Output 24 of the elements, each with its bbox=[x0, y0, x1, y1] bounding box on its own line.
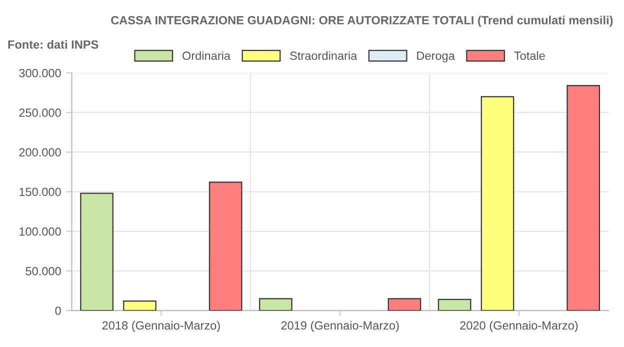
y-tick-label: 0 bbox=[55, 306, 61, 315]
legend-label: Totale bbox=[514, 51, 545, 60]
x-tick-label: 2020 (Gennaio-Marzo) bbox=[460, 320, 578, 332]
legend-label: Straordinaria bbox=[290, 51, 358, 60]
chart-title: CASSA INTEGRAZIONE GUADAGNI: ORE AUTORIZZATE TOTALI (Trend cumulati mensili) bbox=[111, 16, 613, 27]
bar bbox=[566, 84, 600, 311]
bar bbox=[480, 96, 514, 311]
y-tick-label: 200.000 bbox=[19, 148, 61, 156]
bar bbox=[80, 192, 114, 311]
y-tick-label: 300.000 bbox=[19, 68, 61, 78]
bar bbox=[259, 298, 292, 311]
bar bbox=[123, 300, 156, 311]
y-tick-label: 100.000 bbox=[20, 227, 61, 236]
y-tick-label: 250.000 bbox=[19, 108, 61, 117]
bar bbox=[388, 298, 422, 311]
y-tick-label: 50.000 bbox=[26, 266, 61, 276]
x-tick-label: 2018 (Gennaio-Marzo) bbox=[102, 320, 220, 332]
x-tick-label: 2019 (Gennaio-Marzo) bbox=[281, 320, 399, 332]
y-tick-label: 150.000 bbox=[20, 188, 61, 196]
bar bbox=[438, 298, 472, 311]
bar bbox=[208, 182, 242, 311]
source-note: Fonte: dati INPS bbox=[8, 40, 98, 49]
legend-label: Ordinaria bbox=[182, 51, 231, 60]
legend-label: Deroga bbox=[417, 52, 455, 62]
